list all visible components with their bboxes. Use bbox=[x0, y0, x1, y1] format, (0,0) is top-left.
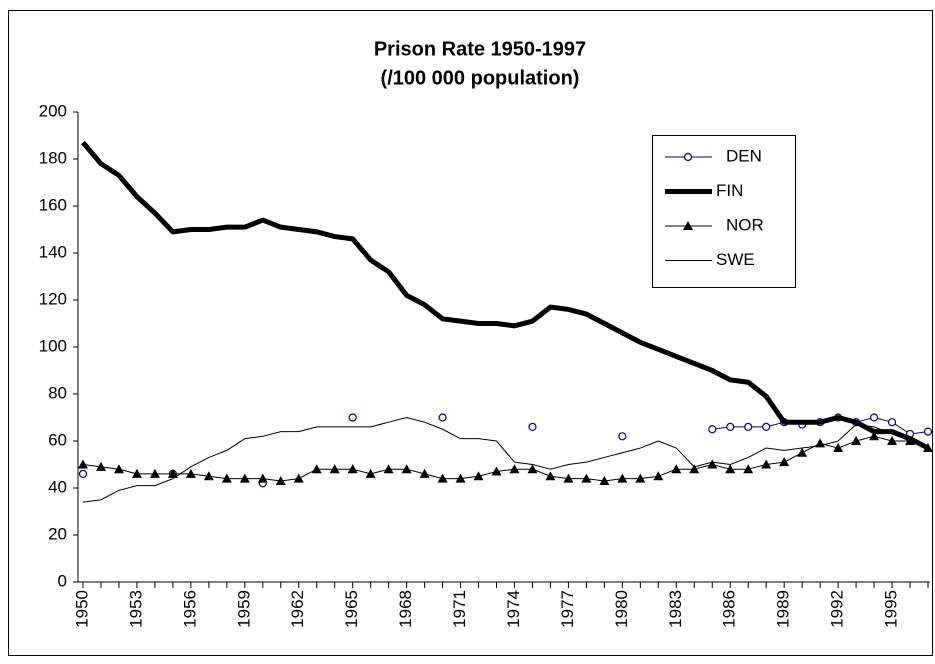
legend-label: NOR bbox=[726, 215, 764, 234]
x-tick-label: 1959 bbox=[234, 590, 253, 628]
y-tick-label: 140 bbox=[39, 242, 67, 261]
data-point bbox=[167, 468, 178, 478]
chart-subtitle: (/100 000 population) bbox=[381, 67, 580, 89]
data-point bbox=[887, 436, 898, 445]
y-tick-label: 180 bbox=[39, 148, 67, 167]
x-tick-label: 1989 bbox=[774, 590, 793, 628]
x-tick-label: 1980 bbox=[612, 590, 631, 628]
data-point bbox=[221, 473, 232, 483]
data-point bbox=[275, 475, 286, 485]
data-point bbox=[671, 464, 682, 474]
data-point bbox=[726, 422, 735, 431]
y-tick-label: 0 bbox=[58, 571, 67, 590]
legend-box bbox=[652, 135, 796, 288]
x-tick-label: 1995 bbox=[882, 590, 901, 628]
data-point bbox=[618, 432, 627, 441]
data-point bbox=[581, 473, 592, 483]
data-point bbox=[78, 469, 88, 478]
data-point bbox=[455, 473, 466, 483]
y-tick-label: 60 bbox=[48, 430, 67, 449]
series-line bbox=[82, 435, 929, 482]
data-point bbox=[833, 443, 844, 453]
x-tick-label: 1992 bbox=[828, 590, 847, 628]
data-point bbox=[563, 473, 574, 483]
data-point bbox=[527, 464, 538, 474]
y-tick-label: 100 bbox=[39, 336, 67, 355]
data-point bbox=[707, 459, 718, 469]
data-point bbox=[78, 459, 88, 469]
data-point bbox=[203, 471, 214, 481]
y-tick-label: 20 bbox=[48, 524, 67, 543]
legend-label: DEN bbox=[726, 146, 762, 165]
x-tick-label: 1950 bbox=[72, 590, 91, 628]
data-point bbox=[689, 464, 700, 474]
legend-marker bbox=[683, 221, 693, 230]
x-tick-label: 1986 bbox=[720, 590, 739, 628]
data-point bbox=[851, 436, 862, 445]
data-point bbox=[149, 468, 160, 478]
x-tick-label: 1974 bbox=[504, 590, 523, 628]
x-tick-label: 1953 bbox=[126, 590, 145, 628]
data-point bbox=[113, 464, 124, 474]
data-point bbox=[131, 468, 142, 478]
data-point bbox=[599, 475, 610, 485]
x-tick-label: 1965 bbox=[342, 590, 361, 628]
data-point bbox=[383, 464, 394, 474]
data-point bbox=[923, 427, 933, 436]
data-point bbox=[708, 425, 717, 434]
legend-label: FIN bbox=[716, 181, 743, 200]
chart-border bbox=[8, 10, 933, 656]
data-point bbox=[239, 473, 250, 483]
data-point bbox=[653, 471, 664, 481]
data-point bbox=[744, 422, 753, 431]
data-point bbox=[95, 461, 106, 471]
x-tick-label: 1971 bbox=[450, 590, 469, 628]
data-point bbox=[528, 422, 537, 431]
chart-title: Prison Rate 1950-1997 bbox=[374, 38, 586, 60]
data-point bbox=[779, 457, 790, 467]
data-point bbox=[419, 468, 430, 478]
data-point bbox=[437, 473, 448, 483]
legend-label: SWE bbox=[716, 250, 755, 269]
x-tick-label: 1968 bbox=[396, 590, 415, 628]
series-line bbox=[82, 417, 929, 503]
data-point bbox=[473, 471, 484, 481]
data-point bbox=[509, 464, 520, 474]
x-tick-label: 1977 bbox=[558, 590, 577, 628]
data-point bbox=[743, 464, 754, 474]
data-point bbox=[725, 464, 736, 474]
data-point bbox=[869, 413, 879, 422]
data-point bbox=[329, 464, 340, 474]
data-point bbox=[491, 466, 502, 476]
y-tick-label: 200 bbox=[39, 101, 67, 120]
data-point bbox=[347, 464, 358, 474]
data-point bbox=[185, 468, 196, 478]
x-tick-label: 1983 bbox=[666, 590, 685, 628]
data-point bbox=[887, 418, 897, 427]
x-tick-label: 1956 bbox=[180, 590, 199, 628]
y-tick-label: 80 bbox=[48, 383, 67, 402]
data-point bbox=[797, 447, 808, 457]
data-point bbox=[869, 431, 880, 441]
y-tick-label: 160 bbox=[39, 195, 67, 214]
series-line bbox=[81, 140, 930, 451]
data-point bbox=[257, 473, 268, 483]
data-point bbox=[293, 473, 304, 483]
x-tick-label: 1962 bbox=[288, 590, 307, 628]
data-point bbox=[365, 468, 376, 478]
legend-marker bbox=[683, 152, 693, 162]
y-tick-label: 120 bbox=[39, 289, 67, 308]
y-tick-label: 40 bbox=[48, 477, 67, 496]
data-point bbox=[635, 473, 646, 483]
data-point bbox=[401, 464, 412, 474]
data-point bbox=[545, 471, 556, 481]
data-point bbox=[617, 473, 628, 483]
data-point bbox=[438, 413, 447, 422]
data-point bbox=[762, 422, 771, 431]
data-point bbox=[348, 413, 357, 422]
data-point bbox=[311, 464, 322, 474]
data-point bbox=[761, 459, 772, 469]
